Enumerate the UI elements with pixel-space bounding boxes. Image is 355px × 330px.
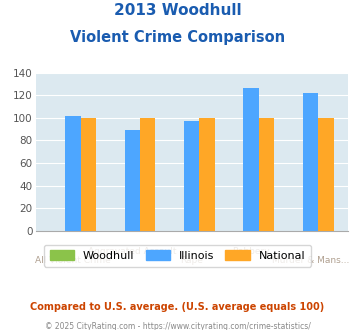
Bar xyxy=(81,118,96,231)
Bar xyxy=(259,118,274,231)
Text: Aggravated Assault: Aggravated Assault xyxy=(88,247,176,256)
Text: 2013 Woodhull: 2013 Woodhull xyxy=(114,3,241,18)
Text: Rape: Rape xyxy=(180,256,203,265)
Text: Compared to U.S. average. (U.S. average equals 100): Compared to U.S. average. (U.S. average … xyxy=(31,302,324,312)
Bar xyxy=(200,118,215,231)
Bar xyxy=(65,115,81,231)
Text: Murder & Mans...: Murder & Mans... xyxy=(272,256,349,265)
Bar xyxy=(303,93,318,231)
Legend: Woodhull, Illinois, National: Woodhull, Illinois, National xyxy=(44,245,311,267)
Bar xyxy=(125,130,140,231)
Bar xyxy=(318,118,334,231)
Text: © 2025 CityRating.com - https://www.cityrating.com/crime-statistics/: © 2025 CityRating.com - https://www.city… xyxy=(45,322,310,330)
Bar xyxy=(140,118,155,231)
Text: All Violent Crime: All Violent Crime xyxy=(35,256,111,265)
Text: Robbery: Robbery xyxy=(232,247,270,256)
Bar xyxy=(184,121,200,231)
Bar xyxy=(244,88,259,231)
Text: Violent Crime Comparison: Violent Crime Comparison xyxy=(70,30,285,45)
